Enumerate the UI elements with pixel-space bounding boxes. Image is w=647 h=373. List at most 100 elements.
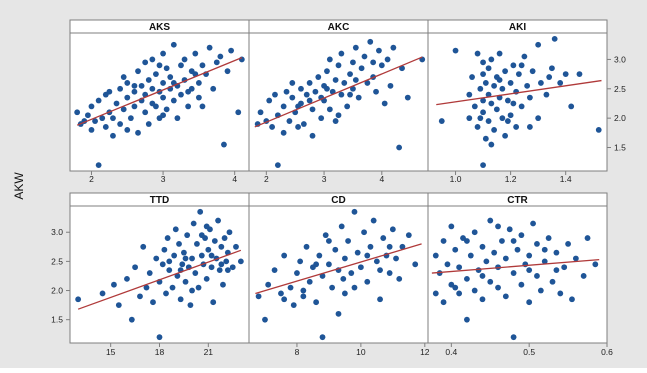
data-point	[474, 50, 481, 57]
y-tick-label: 1.5	[51, 315, 63, 325]
x-tick-label: 3	[161, 174, 166, 184]
data-point	[510, 334, 517, 341]
data-point	[74, 109, 81, 116]
data-point	[348, 270, 355, 276]
data-point	[132, 264, 138, 271]
data-point	[75, 296, 82, 303]
data-point	[274, 162, 281, 169]
data-point	[444, 261, 451, 268]
data-point	[283, 88, 290, 95]
data-point	[367, 243, 374, 250]
data-point	[568, 103, 575, 110]
data-point	[145, 121, 152, 127]
data-point	[485, 118, 492, 124]
data-point	[233, 243, 239, 250]
data-point	[482, 80, 489, 86]
data-point	[361, 229, 367, 236]
data-point	[281, 296, 288, 303]
data-point	[352, 44, 359, 51]
data-point	[499, 85, 506, 92]
data-point	[496, 77, 503, 83]
data-point	[195, 80, 202, 86]
data-point	[160, 80, 166, 86]
data-point	[194, 240, 200, 247]
x-tick-label: 8	[295, 347, 300, 357]
data-point	[324, 85, 330, 92]
data-point	[131, 88, 138, 95]
y-tick-label: 3.0	[51, 227, 63, 237]
data-point	[185, 88, 192, 95]
data-point	[170, 41, 177, 48]
data-point	[167, 74, 174, 80]
data-point	[160, 94, 166, 101]
data-point	[524, 82, 531, 89]
data-point	[535, 41, 542, 48]
data-point	[146, 270, 153, 276]
data-point	[506, 226, 513, 233]
data-point	[289, 94, 296, 101]
x-tick-label: 2	[89, 174, 94, 184]
data-point	[303, 91, 310, 98]
data-point	[389, 226, 396, 233]
data-point	[373, 258, 380, 265]
data-point	[537, 287, 544, 294]
data-point	[178, 62, 184, 69]
data-point	[553, 249, 560, 256]
fit-line	[436, 79, 602, 106]
data-point	[480, 71, 486, 78]
data-point	[384, 56, 391, 63]
data-point	[530, 220, 536, 227]
data-point	[170, 97, 177, 104]
data-point	[487, 278, 494, 285]
data-point	[464, 316, 470, 323]
x-tick-label: 10	[356, 347, 366, 357]
data-point	[205, 246, 212, 253]
data-point	[526, 252, 533, 259]
data-point	[306, 278, 313, 285]
data-point	[404, 94, 411, 101]
data-point	[287, 284, 294, 291]
data-point	[390, 44, 397, 51]
panel-ttd: TTD 15 18 21	[69, 192, 250, 357]
data-point	[456, 290, 463, 297]
data-point	[95, 97, 102, 104]
data-point	[271, 267, 278, 274]
data-point	[120, 106, 127, 113]
data-point	[370, 59, 377, 66]
panel-strip	[427, 19, 608, 34]
data-point	[553, 267, 560, 274]
data-point	[572, 255, 579, 262]
data-point	[488, 141, 495, 148]
panels-layer: AKS 2 3 4 AKC 2 3 4 AKI 1.0 1.2 1.4 TTD 15 18 21 CD 8 10 12…	[51, 19, 626, 357]
data-point	[399, 243, 406, 250]
y-tick-label: 2.0	[614, 113, 626, 123]
panel-cd: CD 8 10 12	[248, 192, 430, 357]
data-point	[106, 88, 113, 95]
data-point	[326, 56, 333, 63]
data-point	[502, 255, 509, 262]
panel-title: CD	[331, 195, 345, 206]
data-point	[294, 270, 300, 276]
data-point	[479, 296, 486, 303]
data-point	[518, 232, 525, 239]
data-point	[203, 223, 210, 230]
data-point	[179, 261, 186, 268]
data-point	[377, 267, 383, 274]
data-point	[557, 290, 564, 297]
x-tick-label: 18	[155, 347, 165, 357]
data-point	[149, 100, 156, 107]
data-point	[469, 74, 475, 80]
panel-plot-area	[427, 205, 608, 344]
data-point	[464, 275, 470, 282]
data-point	[115, 302, 122, 309]
data-point	[485, 91, 492, 98]
data-point	[322, 232, 329, 239]
data-point	[491, 126, 497, 133]
data-point	[195, 284, 202, 291]
data-point	[352, 77, 359, 83]
data-point	[479, 273, 486, 279]
data-point	[159, 261, 166, 268]
y-tick-label: 2.5	[614, 84, 626, 94]
data-point	[228, 47, 235, 54]
data-point	[88, 126, 95, 133]
